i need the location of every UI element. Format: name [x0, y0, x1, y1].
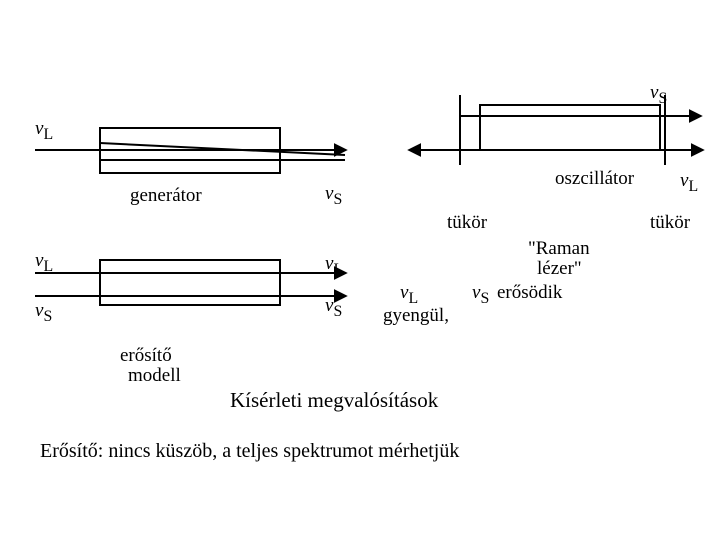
mirror-left-label: tükör [447, 212, 487, 234]
nu-l-topleft: νL [35, 118, 53, 144]
strengthens-label: erősödik [497, 282, 562, 304]
nu-l-amp-mid: νL [325, 253, 343, 279]
subtitle-text: Erősítő: nincs küszöb, a teljes spektrum… [40, 440, 459, 463]
model-label: modell [128, 365, 181, 387]
nu-s-amp-left: νS [35, 300, 52, 326]
raman-line1: "Raman [528, 238, 590, 260]
nu-s-amp-right: νS [472, 282, 489, 308]
raman-line2: lézer" [537, 258, 582, 280]
generator-label: generátor [130, 185, 202, 207]
oscillator-label: oszcillátor [555, 168, 634, 190]
nu-l-amp-right: νL [400, 282, 418, 308]
nu-s-amp-mid: νS [325, 295, 342, 321]
nu-s-topright: νS [650, 82, 667, 108]
nu-l-amp-left: νL [35, 250, 53, 276]
title-text: Kísérleti megvalósítások [230, 388, 438, 413]
nu-l-osc: νL [680, 170, 698, 196]
amplifier-label: erősítő [120, 345, 172, 367]
weakens-label: gyengül, [383, 305, 449, 327]
mirror-right-label: tükör [650, 212, 690, 234]
nu-s-gen: νS [325, 183, 342, 209]
